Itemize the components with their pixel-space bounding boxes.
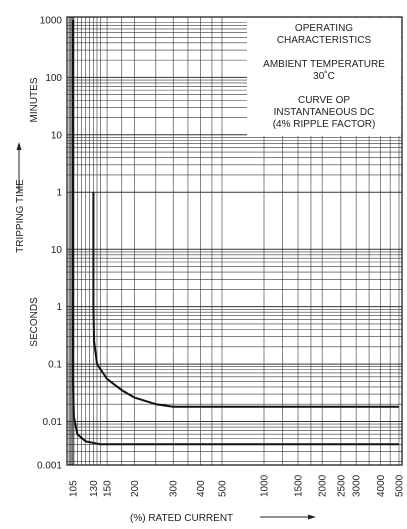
annotation-line-1: OPERATING (295, 23, 353, 34)
y-tick-label: 0.001 (37, 461, 62, 472)
x-tick-label: 4000 (376, 474, 387, 497)
y-tick-label: 10 (51, 130, 63, 141)
chart-curves (72, 20, 399, 446)
series-line-2 (72, 20, 399, 446)
x-tick-label: 2500 (336, 474, 347, 497)
y-tick-label: 100 (45, 73, 62, 84)
plot-area-border (66, 16, 403, 466)
y-axis-arrowhead (16, 142, 22, 150)
x-axis-arrowhead (308, 514, 316, 520)
x-tick-label: 500 (218, 480, 229, 497)
tick-labels: 1000 100 10 1 10 1 0.1 0.01 0.001 105 130 150 200 300… (37, 16, 406, 498)
annotation-line-3: AMBIENT TEMPERATURE (263, 59, 385, 70)
y-tick-label: 1000 (40, 16, 63, 27)
x-tick-label: 200 (130, 480, 141, 497)
y-axis-title: TRIPPING TIME (15, 179, 26, 253)
y-tick-label: 1 (56, 188, 62, 199)
series-line-1 (92, 192, 399, 408)
x-axis-title: (%) RATED CURRENT (130, 513, 233, 524)
annotation-line-2: CHARACTERISTICS (277, 35, 372, 46)
x-tick-label: 400 (196, 480, 207, 497)
y-unit-seconds: SECONDS (29, 297, 40, 347)
annotation-box (247, 18, 401, 136)
annotation-line-7: (4% RIPPLE FACTOR) (273, 119, 376, 130)
annotation-line-5: CURVE OP (298, 95, 350, 106)
y-tick-label: 0.1 (48, 360, 62, 371)
y-tick-label: 10 (51, 245, 63, 256)
x-tick-label: 130 (89, 480, 100, 497)
x-tick-label: 150 (103, 480, 114, 497)
annotation-line-6: INSTANTANEOUS DC (274, 107, 375, 118)
x-tick-label: 2000 (318, 474, 329, 497)
x-tick-label: 3000 (352, 474, 363, 497)
y-tick-label: 0.01 (43, 417, 63, 428)
chart-grid (67, 17, 402, 465)
annotation-line-4: 30˚C (313, 70, 335, 82)
x-tick-label: 105 (69, 480, 80, 497)
y-tick-label: 1 (56, 302, 62, 313)
x-tick-label: 1000 (260, 474, 271, 497)
x-tick-label: 1500 (294, 474, 305, 497)
x-tick-label: 5000 (395, 474, 406, 497)
y-unit-minutes: MINUTES (29, 77, 40, 122)
x-tick-label: 300 (169, 480, 180, 497)
